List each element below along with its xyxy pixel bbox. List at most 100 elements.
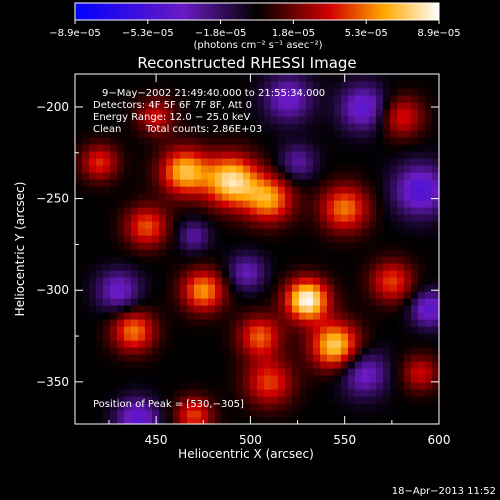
heatmap-cell xyxy=(222,81,230,89)
heatmap-cell xyxy=(145,361,153,369)
heatmap-cell xyxy=(117,109,125,117)
heatmap-cell xyxy=(383,214,391,222)
heatmap-cell xyxy=(432,249,440,257)
heatmap-cell xyxy=(145,305,153,313)
heatmap-cell xyxy=(229,228,237,236)
heatmap-cell xyxy=(250,340,258,348)
heatmap-cell xyxy=(159,270,167,278)
heatmap-cell xyxy=(159,123,167,131)
heatmap-cell xyxy=(292,179,300,187)
heatmap-cell xyxy=(187,102,195,110)
heatmap-cell xyxy=(285,410,293,418)
heatmap-cell xyxy=(236,333,244,341)
heatmap-cell xyxy=(222,403,230,411)
heatmap-cell xyxy=(299,116,307,124)
heatmap-cell xyxy=(138,137,146,145)
heatmap-cell xyxy=(250,368,258,376)
heatmap-cell xyxy=(96,396,104,404)
heatmap-cell xyxy=(215,74,223,82)
heatmap-cell xyxy=(180,368,188,376)
heatmap-cell xyxy=(292,123,300,131)
heatmap-cell xyxy=(201,298,209,306)
heatmap-cell xyxy=(236,368,244,376)
heatmap-cell xyxy=(110,410,118,418)
heatmap-cell xyxy=(432,298,440,306)
heatmap-cell xyxy=(159,151,167,159)
heatmap-cell xyxy=(222,130,230,138)
heatmap-cell xyxy=(404,186,412,194)
heatmap-cell xyxy=(110,88,118,96)
heatmap-cell xyxy=(166,179,174,187)
heatmap-cell xyxy=(320,403,328,411)
heatmap-cell xyxy=(313,158,321,166)
heatmap-cell xyxy=(145,214,153,222)
heatmap-cell xyxy=(432,319,440,327)
heatmap-cell xyxy=(152,186,160,194)
heatmap-cell xyxy=(369,137,377,145)
heatmap-cell xyxy=(75,221,83,229)
heatmap-cell xyxy=(418,88,426,96)
heatmap-cell xyxy=(159,179,167,187)
heatmap-cell xyxy=(75,88,83,96)
heatmap-cell xyxy=(341,305,349,313)
colorbar-gradient xyxy=(75,3,439,20)
heatmap-cell xyxy=(201,361,209,369)
heatmap-cell xyxy=(320,382,328,390)
heatmap-cell xyxy=(222,319,230,327)
heatmap-cell xyxy=(327,102,335,110)
heatmap-cell xyxy=(306,312,314,320)
heatmap-cell xyxy=(355,410,363,418)
heatmap-cell xyxy=(334,347,342,355)
heatmap-cell xyxy=(299,403,307,411)
heatmap-cell xyxy=(110,137,118,145)
heatmap-cell xyxy=(369,340,377,348)
heatmap-cell xyxy=(411,354,419,362)
heatmap-cell xyxy=(257,298,265,306)
heatmap-cell xyxy=(411,319,419,327)
heatmap-cell xyxy=(89,312,97,320)
heatmap-cell xyxy=(243,144,251,152)
heatmap-cell xyxy=(180,214,188,222)
heatmap-cell xyxy=(285,221,293,229)
heatmap-cell xyxy=(82,88,90,96)
heatmap-cell xyxy=(432,389,440,397)
heatmap-cell xyxy=(383,249,391,257)
heatmap-cell xyxy=(369,81,377,89)
heatmap-cell xyxy=(341,88,349,96)
heatmap-cell xyxy=(159,263,167,271)
heatmap-cell xyxy=(341,207,349,215)
heatmap-cell xyxy=(341,137,349,145)
heatmap-cell xyxy=(264,123,272,131)
heatmap-cell xyxy=(243,102,251,110)
heatmap-cell xyxy=(103,270,111,278)
heatmap-cell xyxy=(390,137,398,145)
heatmap-cell xyxy=(390,165,398,173)
heatmap-cell xyxy=(117,235,125,243)
heatmap-cell xyxy=(404,256,412,264)
heatmap-cell xyxy=(341,214,349,222)
heatmap-cell xyxy=(75,312,83,320)
heatmap-cell xyxy=(250,95,258,103)
heatmap-cell xyxy=(404,123,412,131)
heatmap-cell xyxy=(194,81,202,89)
heatmap-cell xyxy=(390,389,398,397)
heatmap-cell xyxy=(194,410,202,418)
heatmap-cell xyxy=(222,389,230,397)
heatmap-cell xyxy=(257,186,265,194)
heatmap-cell xyxy=(180,235,188,243)
heatmap-cell xyxy=(271,193,279,201)
heatmap-cell xyxy=(313,256,321,264)
heatmap-cell xyxy=(285,270,293,278)
heatmap-cell xyxy=(271,207,279,215)
heatmap-cell xyxy=(271,263,279,271)
heatmap-cell xyxy=(264,165,272,173)
heatmap-cell xyxy=(411,207,419,215)
heatmap-cell xyxy=(166,137,174,145)
heatmap-cell xyxy=(117,263,125,271)
heatmap-cell xyxy=(173,284,181,292)
heatmap-cell xyxy=(180,319,188,327)
heatmap-cell xyxy=(425,214,433,222)
heatmap-cell xyxy=(82,361,90,369)
heatmap-cell xyxy=(257,249,265,257)
heatmap-cell xyxy=(250,81,258,89)
